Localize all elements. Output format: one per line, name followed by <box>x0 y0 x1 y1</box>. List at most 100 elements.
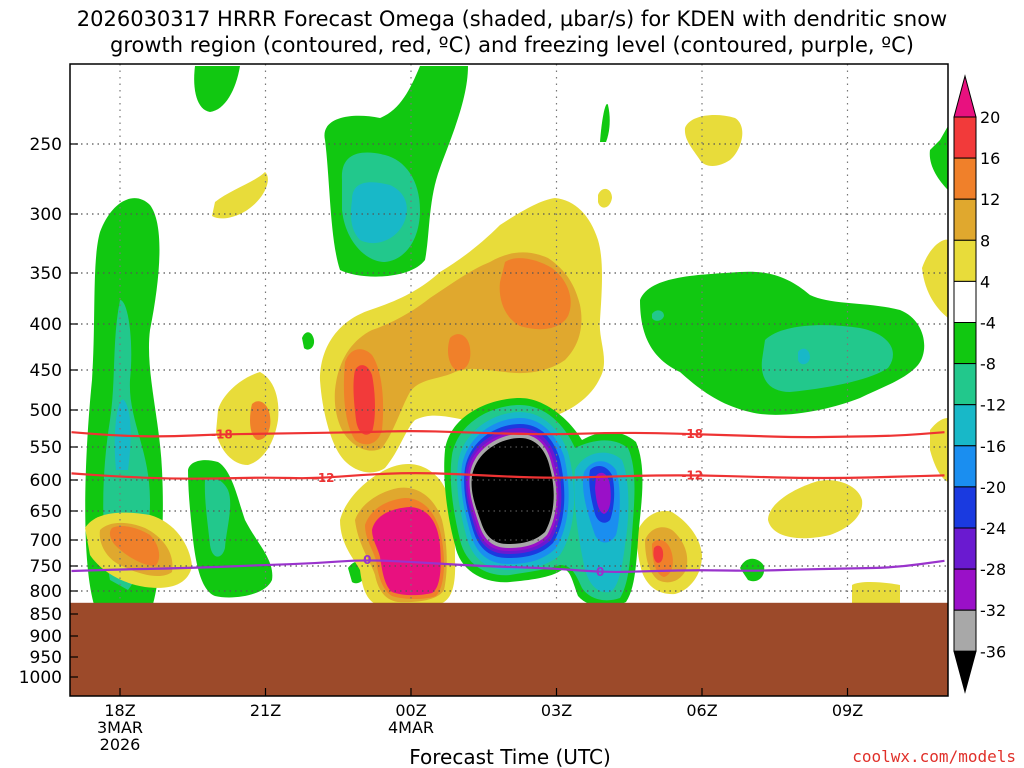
y-tick-label: 450 <box>30 361 62 381</box>
x-axis-label: Forecast Time (UTC) <box>409 745 611 768</box>
colorbar-label: 8 <box>980 231 990 250</box>
chart-title-line2: growth region (contoured, red, ºC) and f… <box>110 33 914 57</box>
green-right-speck <box>652 310 664 321</box>
colorbar-label: -8 <box>980 355 996 374</box>
colorbar-segment <box>953 363 977 406</box>
contour-lines: -18 -18 -12 -12 0 0 <box>71 427 945 579</box>
yellow-left-lower <box>216 372 279 465</box>
colorbar: 20 16 12 8 4 -4 -8 -12 -16 -20 -24 -28 -32 -36 <box>953 74 1006 694</box>
cyan-center-tall <box>350 182 407 244</box>
colorbar-label: -12 <box>980 396 1006 415</box>
x-tick-label: 2026 <box>100 735 141 754</box>
green-mid-patch <box>302 332 315 350</box>
y-tick-label: 900 <box>30 627 62 647</box>
colorbar-label: 4 <box>980 272 990 291</box>
isotherm-line-0 <box>71 559 945 574</box>
teal-right-big <box>761 325 893 392</box>
isotherm-line--12 <box>71 472 945 480</box>
yellow-right-edge <box>922 239 948 318</box>
colorbar-segment <box>953 527 977 570</box>
colorbar-segment <box>953 239 977 282</box>
isotherm-label--12: -12 <box>681 468 703 482</box>
colorbar-segment <box>953 445 977 488</box>
colorbar-label: 20 <box>980 108 1000 127</box>
colorbar-label: -16 <box>980 437 1006 456</box>
y-tick-label: 300 <box>30 205 62 225</box>
cyan-right-speck <box>798 348 810 365</box>
colorbar-label: -24 <box>980 519 1006 538</box>
x-tick-label: 3MAR <box>97 718 143 737</box>
orange-left-lower <box>250 401 271 440</box>
x-tick-label: 00Z <box>395 701 426 720</box>
orange-upper-center <box>499 258 571 330</box>
x-tick-label: 03Z <box>541 701 572 720</box>
green-small-sliver <box>600 104 610 142</box>
y-tick-label: 800 <box>30 582 62 602</box>
magenta-bottom-center <box>372 507 441 596</box>
core-right-purple <box>595 472 611 514</box>
colorbar-segment <box>953 116 977 159</box>
chart-title-line1: 2026030317 HRRR Forecast Omega (shaded, … <box>77 7 947 31</box>
y-tick-label: 250 <box>30 135 62 155</box>
colorbar-label: -28 <box>980 560 1006 579</box>
colorbar-label: -4 <box>980 314 996 333</box>
colorbar-segment <box>953 404 977 447</box>
colorbar-bottom-triangle <box>953 650 977 694</box>
red-right-mid <box>653 545 664 563</box>
y-tick-label: 400 <box>30 315 62 335</box>
y-tick-label: 1000 <box>19 668 62 688</box>
x-tick-label: 21Z <box>250 701 281 720</box>
y-tick-label: 750 <box>30 557 62 577</box>
x-tick-label: 18Z <box>104 701 135 720</box>
y-tick-label: 700 <box>30 531 62 551</box>
colorbar-segment <box>953 568 977 611</box>
plot-frame <box>69 63 949 697</box>
yellow-small-right <box>598 188 612 208</box>
yellow-upper-left <box>212 172 268 219</box>
isotherm-label--12: -12 <box>313 471 335 485</box>
y-tick-label: 650 <box>30 502 62 522</box>
x-tick-label: 06Z <box>686 701 717 720</box>
isotherm-label-0: 0 <box>596 565 604 579</box>
plot-area: -18 -18 -12 -12 0 0 <box>70 64 948 696</box>
omega-shading <box>85 66 948 608</box>
yellow-bottom-right <box>852 581 900 604</box>
y-tick-label: 600 <box>30 471 62 491</box>
core-black <box>471 438 554 544</box>
isotherm-label-0: 0 <box>363 553 371 567</box>
y-tick-label: 500 <box>30 401 62 421</box>
x-tick-label: 09Z <box>832 701 863 720</box>
orange-small-center <box>448 334 471 371</box>
y-tick-label: 850 <box>30 605 62 625</box>
colorbar-label: -36 <box>980 642 1006 661</box>
colorbar-top-triangle <box>953 74 977 118</box>
y-tick-label: 350 <box>30 264 62 284</box>
green-top-blob <box>194 66 240 112</box>
below-ground-terrain <box>70 602 948 696</box>
y-axis-ticks: 2503003504004505005506006507007508008509… <box>19 135 78 688</box>
colorbar-segment <box>953 322 977 365</box>
yellow-top-right <box>684 115 743 166</box>
isotherm-label--18: -18 <box>211 427 233 441</box>
isotherm-label--18: -18 <box>681 427 703 441</box>
x-tick-label: 4MAR <box>388 718 434 737</box>
y-tick-label: 550 <box>30 438 62 458</box>
colorbar-segment <box>953 280 977 323</box>
colorbar-segment <box>953 198 977 241</box>
credit-link[interactable]: coolwx.com/models <box>852 747 1016 766</box>
colorbar-segment <box>953 486 977 529</box>
y-tick-label: 950 <box>30 648 62 668</box>
red-left-tall <box>353 365 375 435</box>
green-right-top <box>929 126 948 190</box>
orange-left-bottom <box>109 526 160 566</box>
isotherm-line--18 <box>71 429 945 439</box>
colorbar-label: 12 <box>980 190 1000 209</box>
colorbar-segment <box>953 157 977 200</box>
colorbar-label: -32 <box>980 601 1006 620</box>
colorbar-label: -20 <box>980 478 1006 497</box>
colorbar-label: 16 <box>980 149 1000 168</box>
colorbar-segment <box>953 609 977 652</box>
yellow-right-lower <box>768 480 863 539</box>
